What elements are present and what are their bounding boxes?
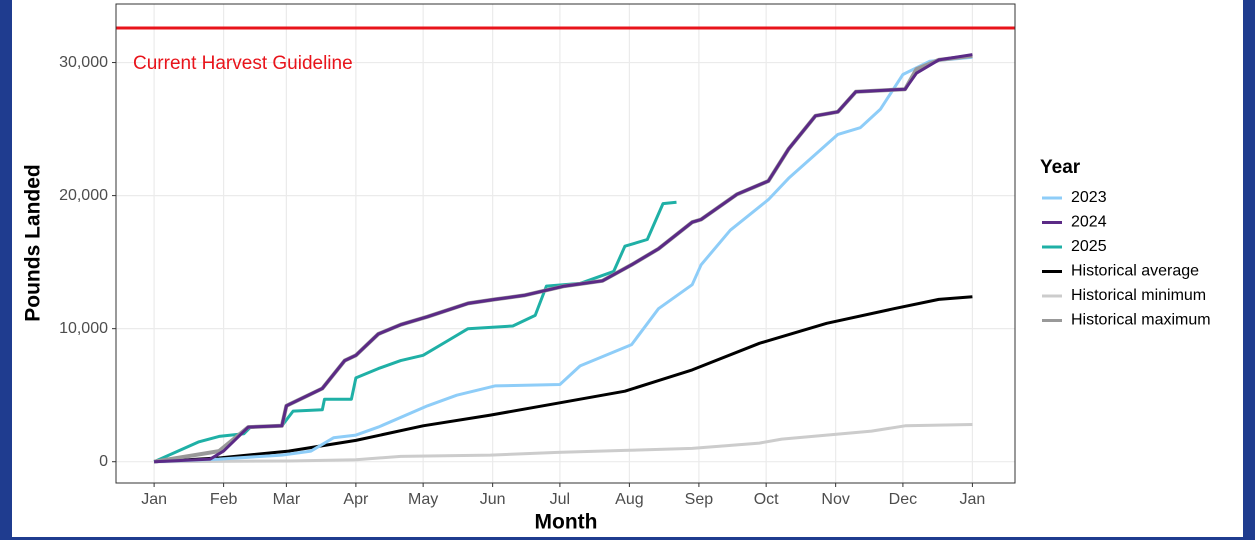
- series-line: [154, 53, 973, 464]
- legend-label: Historical maximum: [1071, 312, 1211, 329]
- legend-label: 2024: [1071, 214, 1107, 231]
- x-tick-label: Aug: [615, 491, 643, 508]
- x-tick-label: Nov: [821, 491, 849, 508]
- legend-label: Historical average: [1071, 263, 1199, 280]
- plot-panel: [116, 4, 1015, 483]
- x-tick-label: Jun: [480, 491, 506, 508]
- x-tick-label: Jan: [141, 491, 167, 508]
- x-tick-label: Sep: [685, 491, 714, 508]
- series-line: [154, 423, 973, 464]
- x-tick-label: May: [408, 491, 438, 508]
- x-tick-label: Oct: [754, 491, 779, 508]
- series-line: [154, 55, 973, 464]
- y-axis-title: Pounds Landed: [22, 164, 45, 322]
- legend-title: Year: [1040, 157, 1081, 178]
- x-tick-label: Mar: [273, 491, 301, 508]
- x-tick-label: Jan: [960, 491, 986, 508]
- legend-label: 2025: [1071, 238, 1107, 255]
- panel-border: [115, 3, 1016, 484]
- legend-label: 2023: [1071, 189, 1107, 206]
- x-tick-label: Dec: [889, 491, 917, 508]
- series-line: [154, 295, 973, 464]
- y-tick-label: 10,000: [59, 320, 108, 337]
- x-axis-title: Month: [535, 511, 598, 534]
- x-tick-label: Jul: [550, 491, 570, 508]
- x-tick-label: Feb: [210, 491, 238, 508]
- y-tick-label: 0: [99, 453, 108, 470]
- x-tick-label: Apr: [343, 491, 369, 508]
- y-tick-label: 20,000: [59, 187, 108, 204]
- y-tick-label: 30,000: [59, 54, 108, 71]
- annotation: Current Harvest Guideline: [133, 53, 353, 74]
- legend-label: Historical minimum: [1071, 287, 1206, 304]
